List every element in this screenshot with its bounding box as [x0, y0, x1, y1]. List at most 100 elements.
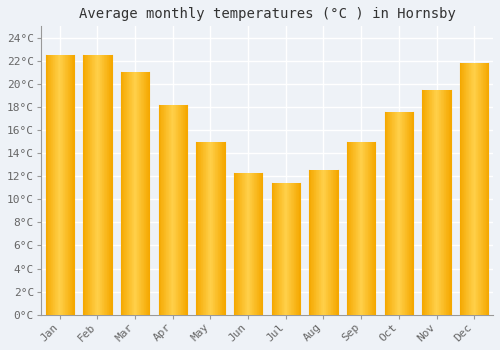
Bar [132, 72, 133, 315]
Bar [212, 142, 214, 315]
Bar [357, 142, 358, 315]
Bar [211, 142, 212, 315]
Bar [479, 63, 480, 315]
Bar [140, 72, 141, 315]
Bar [426, 90, 428, 315]
Bar [239, 173, 240, 315]
Bar [182, 105, 184, 315]
Bar [49, 55, 50, 315]
Bar [146, 72, 147, 315]
Bar [423, 90, 424, 315]
Bar [219, 142, 220, 315]
Bar [70, 55, 71, 315]
Bar [447, 90, 448, 315]
Bar [438, 90, 440, 315]
Bar [393, 112, 394, 315]
Bar [280, 183, 281, 315]
Bar [64, 55, 66, 315]
Bar [405, 112, 406, 315]
Bar [136, 72, 137, 315]
Bar [462, 63, 463, 315]
Bar [144, 72, 145, 315]
Bar [274, 183, 275, 315]
Bar [320, 170, 322, 315]
Bar [466, 63, 467, 315]
Bar [323, 170, 324, 315]
Bar [432, 90, 433, 315]
Bar [186, 105, 187, 315]
Bar [124, 72, 125, 315]
Bar [72, 55, 73, 315]
Bar [238, 173, 239, 315]
Bar [355, 142, 356, 315]
Bar [110, 55, 111, 315]
Bar [364, 142, 366, 315]
Bar [288, 183, 290, 315]
Bar [336, 170, 337, 315]
Bar [362, 142, 364, 315]
Bar [273, 183, 274, 315]
Bar [165, 105, 166, 315]
Bar [184, 105, 185, 315]
Bar [480, 63, 482, 315]
Bar [315, 170, 316, 315]
Bar [370, 142, 371, 315]
Bar [137, 72, 138, 315]
Bar [326, 170, 327, 315]
Bar [359, 142, 360, 315]
Bar [185, 105, 186, 315]
Bar [47, 55, 48, 315]
Bar [474, 63, 475, 315]
Bar [430, 90, 431, 315]
Bar [94, 55, 96, 315]
Bar [404, 112, 405, 315]
Bar [352, 142, 354, 315]
Bar [384, 112, 386, 315]
Bar [394, 112, 396, 315]
Bar [468, 63, 469, 315]
Bar [50, 55, 51, 315]
Bar [135, 72, 136, 315]
Bar [255, 173, 256, 315]
Bar [87, 55, 88, 315]
Bar [424, 90, 425, 315]
Bar [314, 170, 315, 315]
Bar [100, 55, 101, 315]
Bar [373, 142, 374, 315]
Bar [327, 170, 328, 315]
Bar [410, 112, 411, 315]
Bar [391, 112, 392, 315]
Bar [360, 142, 361, 315]
Bar [99, 55, 100, 315]
Bar [408, 112, 410, 315]
Bar [126, 72, 128, 315]
Bar [358, 142, 359, 315]
Bar [61, 55, 62, 315]
Bar [335, 170, 336, 315]
Bar [98, 55, 99, 315]
Bar [350, 142, 352, 315]
Bar [130, 72, 131, 315]
Bar [297, 183, 298, 315]
Bar [102, 55, 103, 315]
Bar [172, 105, 173, 315]
Bar [465, 63, 466, 315]
Bar [158, 105, 160, 315]
Bar [369, 142, 370, 315]
Bar [246, 173, 248, 315]
Bar [105, 55, 106, 315]
Bar [403, 112, 404, 315]
Bar [464, 63, 465, 315]
Bar [170, 105, 172, 315]
Bar [422, 90, 423, 315]
Bar [222, 142, 223, 315]
Bar [412, 112, 413, 315]
Bar [463, 63, 464, 315]
Bar [429, 90, 430, 315]
Bar [347, 142, 348, 315]
Bar [134, 72, 135, 315]
Bar [145, 72, 146, 315]
Bar [121, 72, 122, 315]
Bar [318, 170, 320, 315]
Bar [445, 90, 446, 315]
